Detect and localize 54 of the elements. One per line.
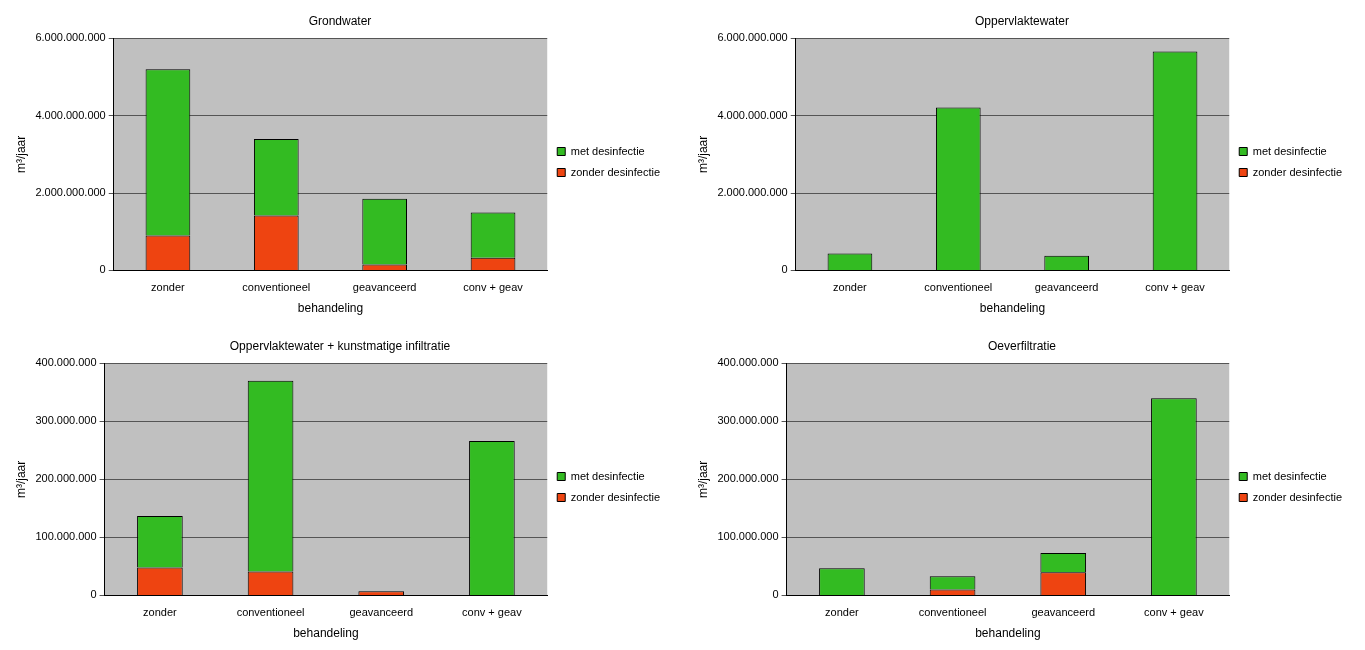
x-tick-label: zonder — [825, 606, 860, 619]
chart-title: Oppervlaktewater + kunstmatige infiltratie — [229, 338, 451, 353]
legend-label: zonder desinfectie — [1252, 490, 1342, 503]
chart-title: Oeverfiltratie — [987, 338, 1057, 353]
x-tick-label: geavanceerd — [1031, 606, 1096, 619]
x-tick-label: conventioneel — [924, 281, 993, 294]
y-tick-label: 0 — [99, 263, 106, 276]
x-tick-label: conv + geav — [463, 281, 524, 294]
legend-label: zonder desinfectie — [1252, 165, 1342, 178]
x-tick-label: conventioneel — [918, 606, 987, 619]
y-axis-title: m³/jaar — [13, 460, 28, 499]
x-tick-label: zonder — [151, 281, 186, 294]
chart-title: Oppervlaktewater — [974, 13, 1070, 28]
x-tick-label: conventioneel — [236, 606, 305, 619]
x-axis-title: behandeling — [297, 301, 364, 316]
x-axis-title: behandeling — [293, 626, 359, 641]
y-axis-title: m³/jaar — [695, 460, 710, 499]
x-tick-label: conv + geav — [1145, 281, 1206, 294]
y-tick-label: 6.000.000.000 — [717, 31, 788, 44]
y-tick-label: 100.000.000 — [35, 530, 97, 543]
y-axis-title: m³/jaar — [695, 135, 710, 174]
legend-label: met desinfectie — [570, 144, 645, 157]
x-axis-title: behandeling — [979, 301, 1046, 316]
y-tick-label: 200.000.000 — [35, 472, 97, 485]
y-tick-label: 4.000.000.000 — [35, 108, 106, 121]
x-tick-label: geavanceerd — [1034, 281, 1099, 294]
y-tick-label: 0 — [781, 263, 788, 276]
y-tick-label: 2.000.000.000 — [35, 186, 106, 199]
y-tick-label: 100.000.000 — [717, 530, 779, 543]
y-tick-label: 4.000.000.000 — [717, 108, 788, 121]
x-tick-label: conv + geav — [1144, 606, 1205, 619]
y-tick-label: 400.000.000 — [717, 356, 779, 369]
legend-label: zonder desinfectie — [570, 165, 660, 178]
x-tick-label: zonder — [143, 606, 178, 619]
y-tick-label: 300.000.000 — [717, 414, 779, 427]
y-tick-label: 400.000.000 — [35, 356, 97, 369]
x-tick-label: geavanceerd — [349, 606, 414, 619]
chart-title: Grondwater — [308, 13, 372, 28]
legend-label: zonder desinfectie — [570, 490, 660, 503]
x-tick-label: zonder — [833, 281, 868, 294]
y-tick-label: 0 — [90, 588, 97, 601]
x-tick-label: conventioneel — [242, 281, 311, 294]
y-axis-title: m³/jaar — [13, 135, 28, 174]
x-tick-label: conv + geav — [462, 606, 523, 619]
x-axis-title: behandeling — [975, 626, 1041, 641]
legend-label: met desinfectie — [1252, 469, 1327, 482]
y-tick-label: 6.000.000.000 — [35, 31, 106, 44]
y-tick-label: 0 — [772, 588, 779, 601]
y-tick-label: 2.000.000.000 — [717, 186, 788, 199]
legend-label: met desinfectie — [570, 469, 645, 482]
legend-label: met desinfectie — [1252, 144, 1327, 157]
y-tick-label: 300.000.000 — [35, 414, 97, 427]
y-tick-label: 200.000.000 — [717, 472, 779, 485]
x-tick-label: geavanceerd — [352, 281, 417, 294]
